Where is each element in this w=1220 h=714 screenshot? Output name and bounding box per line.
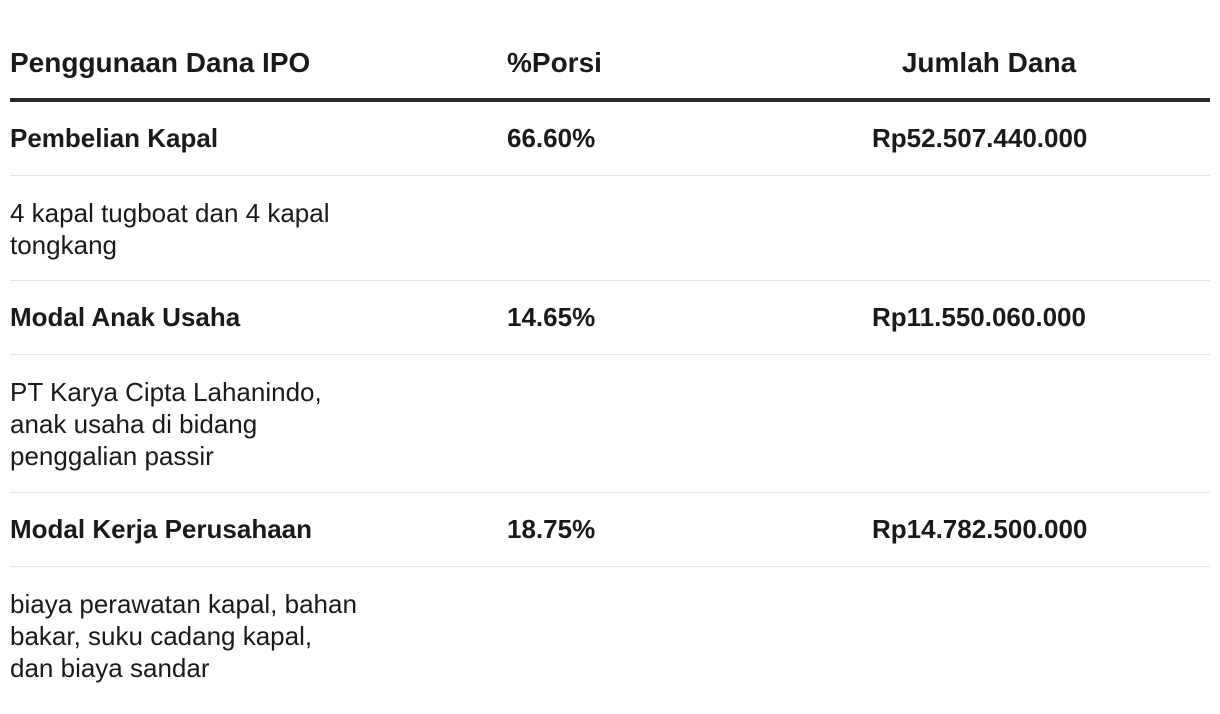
row-amount: Rp11.550.060.000: [872, 302, 1086, 332]
row-description: PT Karya Cipta Lahanindo, anak usaha di …: [10, 377, 322, 471]
table-row: Modal Kerja Perusahaan 18.75% Rp14.782.5…: [10, 493, 1210, 567]
row-percent: 18.75%: [507, 514, 596, 544]
table-header-row: Penggunaan Dana IPO %Porsi Jumlah Dana: [10, 28, 1210, 102]
row-amount: Rp52.507.440.000: [872, 123, 1088, 153]
row-name: Pembelian Kapal: [10, 123, 219, 153]
header-portion: %Porsi: [507, 47, 602, 78]
table-row-description: biaya perawatan kapal, bahan bakar, suku…: [10, 567, 1210, 684]
row-description: biaya perawatan kapal, bahan bakar, suku…: [10, 589, 357, 683]
row-description: 4 kapal tugboat dan 4 kapal tongkang: [10, 198, 330, 260]
row-percent: 14.65%: [507, 302, 596, 332]
header-fund-amount: Jumlah Dana: [901, 47, 1077, 78]
row-name: Modal Anak Usaha: [10, 302, 241, 332]
table-row-description: PT Karya Cipta Lahanindo, anak usaha di …: [10, 355, 1210, 493]
header-fund-usage: Penggunaan Dana IPO: [10, 47, 311, 78]
row-percent: 66.60%: [507, 123, 596, 153]
table-row-description: 4 kapal tugboat dan 4 kapal tongkang: [10, 176, 1210, 281]
ipo-fund-usage-table: Penggunaan Dana IPO %Porsi Jumlah Dana P…: [10, 28, 1210, 684]
row-name: Modal Kerja Perusahaan: [10, 514, 312, 544]
table-row: Pembelian Kapal 66.60% Rp52.507.440.000: [10, 102, 1210, 176]
table-row: Modal Anak Usaha 14.65% Rp11.550.060.000: [10, 281, 1210, 355]
row-amount: Rp14.782.500.000: [872, 514, 1088, 544]
